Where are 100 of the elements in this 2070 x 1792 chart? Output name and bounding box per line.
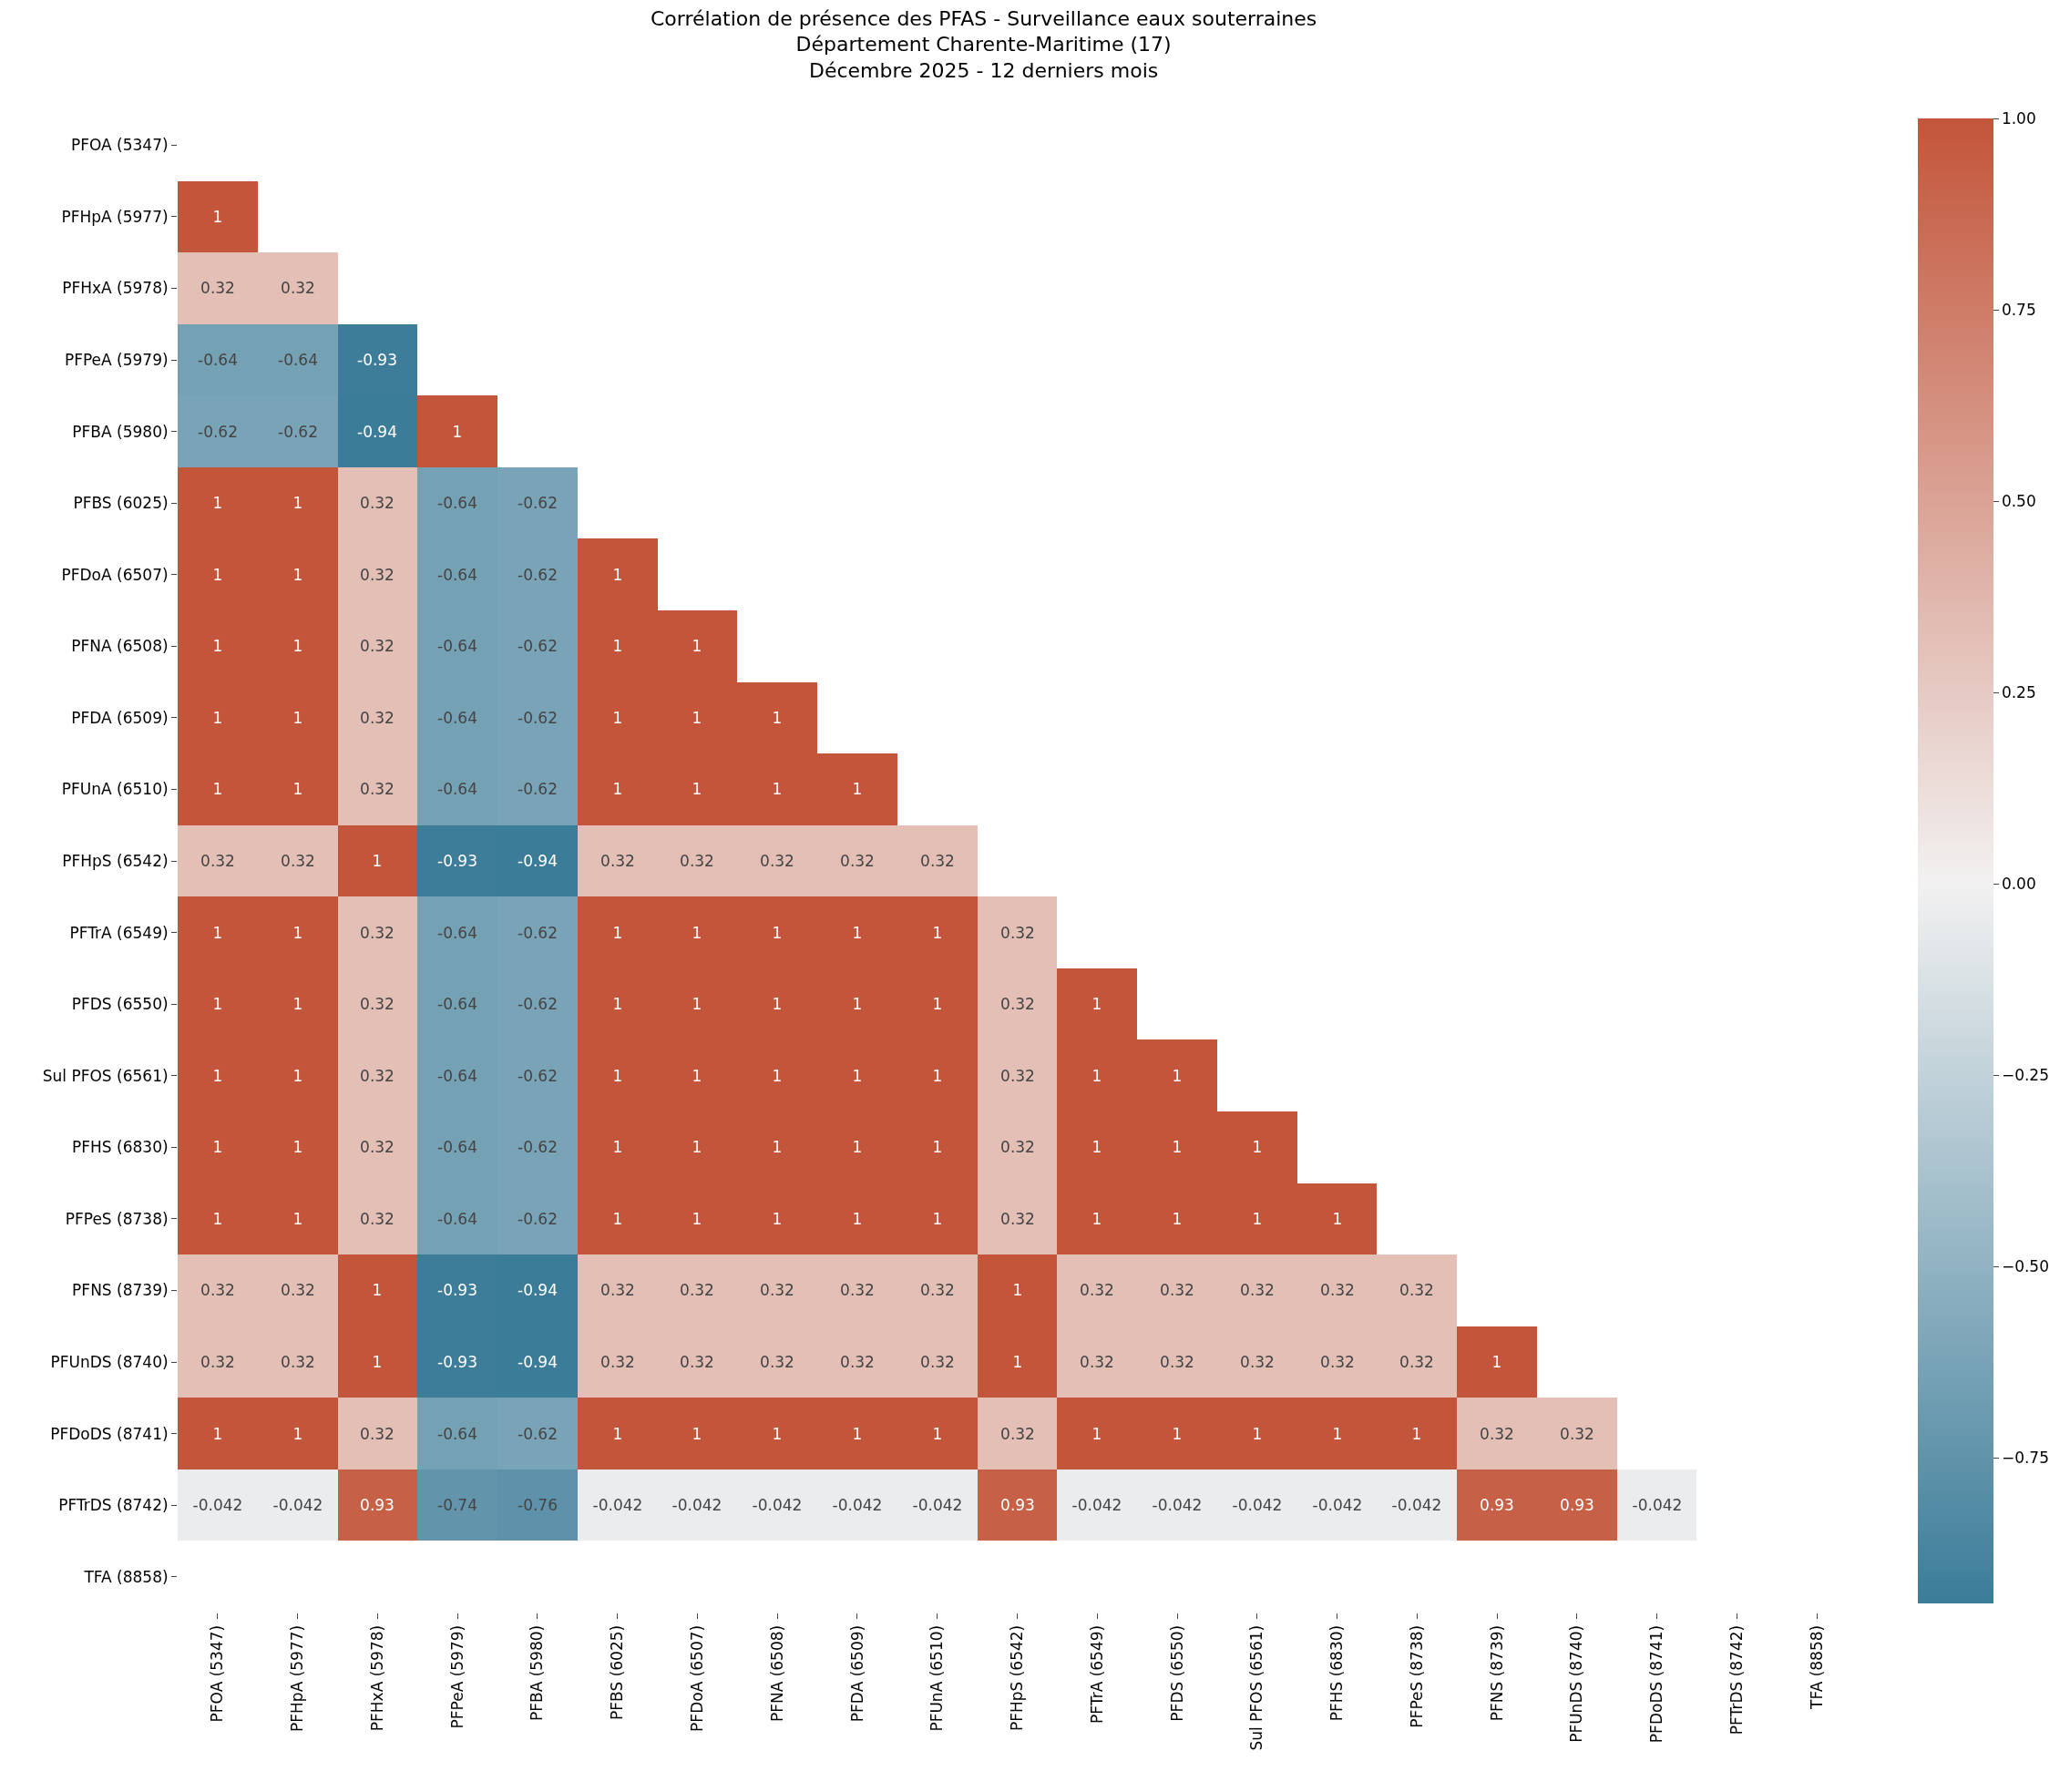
data-label: 1 <box>292 493 303 512</box>
data-label: -0.64 <box>198 350 238 369</box>
x-tick-label: PFPeA (5979) <box>447 1624 466 1729</box>
data-label: 1 <box>932 1209 943 1228</box>
data-label: 1 <box>692 1209 702 1228</box>
data-label: 0.32 <box>1000 1137 1035 1156</box>
data-label: 0.32 <box>1560 1424 1594 1443</box>
data-label: 1 <box>852 1209 863 1228</box>
data-label: -0.042 <box>1391 1495 1442 1514</box>
data-label: -0.62 <box>518 708 558 727</box>
data-label: -0.042 <box>192 1495 243 1514</box>
data-label: 1 <box>1252 1424 1263 1443</box>
data-label: 0.32 <box>360 994 395 1013</box>
data-label: -0.62 <box>518 565 558 584</box>
data-label: 1 <box>932 1066 943 1085</box>
data-label: 0.32 <box>840 1352 875 1371</box>
y-tick-label: PFNA (6508) <box>71 637 169 656</box>
data-label: 0.32 <box>1000 1066 1035 1085</box>
y-tick-label: PFUnA (6510) <box>61 780 169 799</box>
data-label: 0.32 <box>1399 1352 1434 1371</box>
x-tick-label: PFNS (8739) <box>1487 1624 1506 1722</box>
y-tick-label: PFPeA (5979) <box>64 350 169 369</box>
data-label: -0.94 <box>357 422 397 441</box>
data-label: 1 <box>292 1209 303 1228</box>
data-label: -0.62 <box>518 779 558 798</box>
data-label: 0.32 <box>1080 1280 1114 1299</box>
y-tick-label: PFHS (6830) <box>72 1138 169 1157</box>
x-tick-label: PFHS (6830) <box>1327 1624 1347 1722</box>
data-label: 1 <box>1252 1137 1263 1156</box>
x-tick-label: PFUnDS (8740) <box>1567 1624 1586 1743</box>
data-label: 1 <box>292 1066 303 1085</box>
data-label: -0.64 <box>437 994 477 1013</box>
data-label: 0.32 <box>760 851 794 870</box>
data-label: -0.93 <box>437 1352 477 1371</box>
data-label: 1 <box>772 1209 783 1228</box>
data-label: 1 <box>692 779 702 798</box>
data-label: -0.64 <box>437 1424 477 1443</box>
data-label: 0.32 <box>1399 1280 1434 1299</box>
x-tick-label: PFPeS (8738) <box>1407 1624 1426 1728</box>
data-label: 1 <box>692 1424 702 1443</box>
data-label: 1 <box>612 565 623 584</box>
data-label: 0.32 <box>680 851 714 870</box>
x-tick-label: PFDS (6550) <box>1167 1624 1186 1722</box>
x-tick-label: PFDA (6509) <box>847 1624 866 1723</box>
data-label: 0.32 <box>360 565 395 584</box>
data-label: 1 <box>1411 1424 1422 1443</box>
data-label: 1 <box>612 1137 623 1156</box>
y-tick-label: PFDS (6550) <box>71 995 169 1014</box>
data-label: -0.62 <box>518 1066 558 1085</box>
data-label: 1 <box>292 1424 303 1443</box>
data-label: 0.32 <box>840 851 875 870</box>
data-label: 1 <box>852 1424 863 1443</box>
data-label: -0.042 <box>671 1495 722 1514</box>
data-label: -0.93 <box>437 851 477 870</box>
data-label: -0.62 <box>198 422 238 441</box>
data-label: 1 <box>212 1424 223 1443</box>
data-label: 0.32 <box>360 708 395 727</box>
data-label: -0.64 <box>437 923 477 942</box>
data-label: 1 <box>612 636 623 655</box>
data-label: 0.32 <box>680 1352 714 1371</box>
data-label: 1 <box>212 1209 223 1228</box>
data-label: -0.62 <box>518 923 558 942</box>
data-label: 0.32 <box>360 1209 395 1228</box>
data-label: 0.32 <box>1320 1352 1355 1371</box>
data-label: 0.32 <box>1000 1424 1035 1443</box>
data-label: 1 <box>612 1209 623 1228</box>
data-label: 0.32 <box>360 1424 395 1443</box>
data-label: -0.64 <box>437 636 477 655</box>
data-label: 0.32 <box>600 1280 635 1299</box>
data-label: 1 <box>212 1137 223 1156</box>
data-label: 1 <box>1172 1137 1183 1156</box>
data-label: 1 <box>932 994 943 1013</box>
data-label: -0.042 <box>832 1495 883 1514</box>
x-tick-label: PFHxA (5978) <box>367 1624 386 1732</box>
data-label: 0.32 <box>360 1066 395 1085</box>
x-tick-label: PFBA (5980) <box>528 1624 547 1722</box>
data-label: -0.94 <box>518 1352 558 1371</box>
data-label: 1 <box>372 1280 383 1299</box>
y-tick-label: PFBS (6025) <box>73 494 169 513</box>
color-bar-label: −0.25 <box>2001 1066 2050 1085</box>
data-label: 1 <box>212 994 223 1013</box>
data-label: 0.32 <box>360 636 395 655</box>
data-label: 1 <box>212 708 223 727</box>
x-tick-label: PFTrA (6549) <box>1087 1624 1106 1724</box>
data-label: 0.32 <box>281 1352 315 1371</box>
data-label: -0.62 <box>518 1424 558 1443</box>
data-label: 1 <box>1091 994 1102 1013</box>
y-tick-label: PFDoDS (8741) <box>50 1424 169 1443</box>
y-tick-label: TFA (8858) <box>83 1567 169 1586</box>
data-label: -0.62 <box>518 994 558 1013</box>
data-label: 0.32 <box>200 1352 235 1371</box>
data-label: 1 <box>932 923 943 942</box>
data-label: 1 <box>852 779 863 798</box>
data-label: 1 <box>1172 1209 1183 1228</box>
data-label: 0.32 <box>920 1352 955 1371</box>
data-label: 0.32 <box>200 278 235 297</box>
data-label: -0.042 <box>1152 1495 1203 1514</box>
data-label: 0.32 <box>1000 923 1035 942</box>
x-tick-label: PFHpA (5977) <box>288 1624 307 1732</box>
data-label: 1 <box>212 779 223 798</box>
